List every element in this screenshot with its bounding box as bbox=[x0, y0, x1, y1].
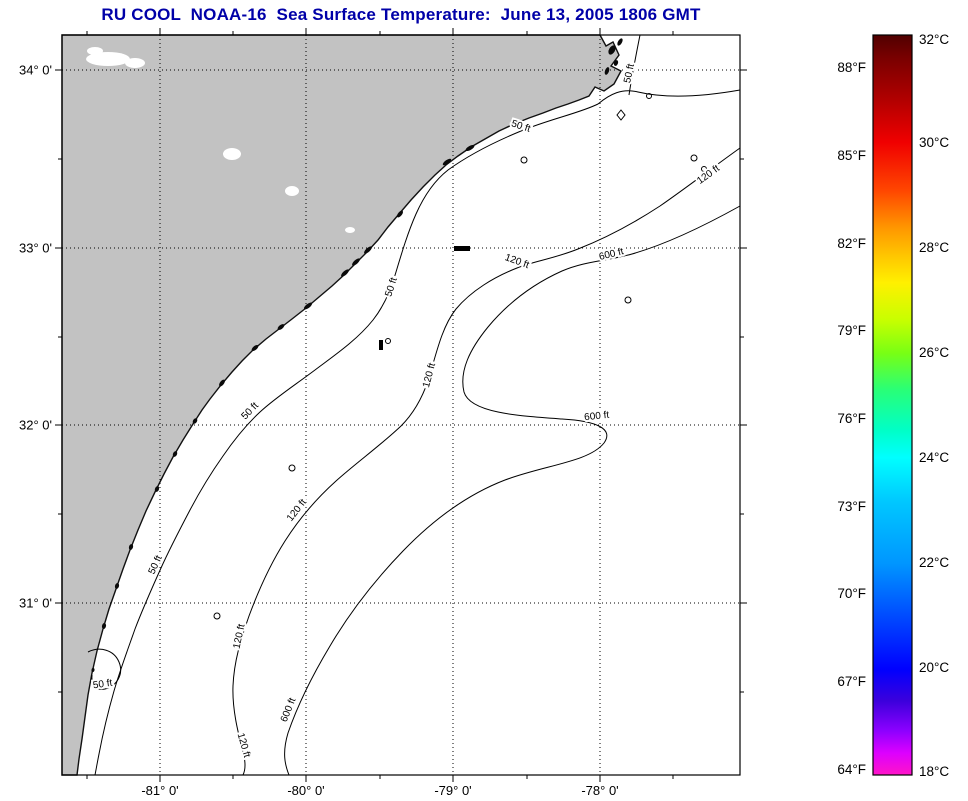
fahrenheit-scale-label: 70°F bbox=[837, 586, 866, 601]
contour-depth-label: 600 ft bbox=[584, 410, 610, 424]
celsius-scale-label: 28°C bbox=[919, 240, 949, 255]
celsius-scale-label: 26°C bbox=[919, 345, 949, 360]
artifact-bar bbox=[454, 246, 470, 251]
contour-120ft bbox=[232, 147, 741, 776]
cloud-patch bbox=[87, 47, 103, 55]
latitude-tick-label: 32° 0' bbox=[19, 418, 52, 433]
contour-depth-label: 50 ft bbox=[383, 276, 400, 298]
contour-50ft-hook bbox=[87, 648, 122, 690]
celsius-scale-label: 18°C bbox=[919, 764, 949, 779]
figure-title: RU COOL NOAA-16 Sea Surface Temperature:… bbox=[101, 5, 701, 24]
contour-depth-label: 50 ft bbox=[92, 678, 113, 692]
colorbar-labels: 88°F 85°F 82°F 79°F 76°F 73°F 70°F 67°F 64°F 32°C… bbox=[837, 32, 949, 779]
colorbar bbox=[872, 34, 913, 776]
fahrenheit-scale-label: 73°F bbox=[837, 499, 866, 514]
celsius-scale-label: 30°C bbox=[919, 135, 949, 150]
fahrenheit-scale-label: 64°F bbox=[837, 762, 866, 777]
contour-50ft-cape-spur bbox=[628, 34, 641, 96]
longitude-tick-label: -81° 0' bbox=[141, 783, 178, 798]
latitude-tick-label: 33° 0' bbox=[19, 241, 52, 256]
longitude-tick-label: -79° 0' bbox=[434, 783, 471, 798]
cloud-patch bbox=[125, 58, 145, 68]
cloud-patch bbox=[223, 148, 241, 160]
axis-labels: 34° 0' 33° 0' 32° 0' 31° 0' -81° 0' -80° 0' -7… bbox=[19, 63, 619, 799]
bathymetry-contours bbox=[87, 34, 741, 776]
contour-depth-label: 120 ft bbox=[232, 623, 248, 650]
longitude-tick-label: -80° 0' bbox=[287, 783, 324, 798]
latitude-tick-label: 34° 0' bbox=[19, 63, 52, 78]
contour-depth-label: 600 ft bbox=[279, 696, 299, 724]
celsius-scale-label: 20°C bbox=[919, 660, 949, 675]
cloud-patches bbox=[86, 47, 355, 233]
celsius-scale-label: 24°C bbox=[919, 450, 949, 465]
contour-depth-label: 50 ft bbox=[622, 63, 637, 85]
contour-depth-label: 120 ft bbox=[235, 732, 253, 759]
artifact-bar bbox=[379, 340, 383, 350]
cloud-patch bbox=[345, 227, 355, 233]
data-artifacts bbox=[379, 246, 470, 350]
contour-depth-label: 600 ft bbox=[598, 246, 625, 263]
plot-border bbox=[61, 34, 741, 776]
fahrenheit-scale-label: 79°F bbox=[837, 323, 866, 338]
celsius-scale-label: 32°C bbox=[919, 32, 949, 47]
small-contour-loops bbox=[213, 93, 707, 620]
land-area bbox=[61, 34, 622, 776]
cloud-patch bbox=[285, 186, 299, 196]
celsius-scale-label: 22°C bbox=[919, 555, 949, 570]
fahrenheit-scale-label: 76°F bbox=[837, 411, 866, 426]
fahrenheit-scale-label: 85°F bbox=[837, 148, 866, 163]
longitude-tick-label: -78° 0' bbox=[581, 783, 618, 798]
fahrenheit-scale-label: 67°F bbox=[837, 674, 866, 689]
contour-depth-label: 50 ft bbox=[510, 118, 532, 135]
contour-depth-label: 120 ft bbox=[421, 362, 438, 389]
axis-ticks bbox=[55, 28, 747, 782]
colorbar-gradient-bar bbox=[872, 34, 913, 776]
cloud-patch bbox=[86, 52, 130, 66]
fahrenheit-scale-label: 88°F bbox=[837, 60, 866, 75]
fahrenheit-scale-label: 82°F bbox=[837, 236, 866, 251]
latitude-tick-label: 31° 0' bbox=[19, 596, 52, 611]
grid-layer bbox=[62, 35, 740, 775]
coastline-detail bbox=[91, 38, 623, 672]
contour-depth-label: 50 ft bbox=[239, 400, 261, 422]
contour-50ft bbox=[94, 89, 741, 776]
contour-depth-label: 120 ft bbox=[695, 163, 722, 187]
contour-600ft bbox=[284, 205, 741, 776]
